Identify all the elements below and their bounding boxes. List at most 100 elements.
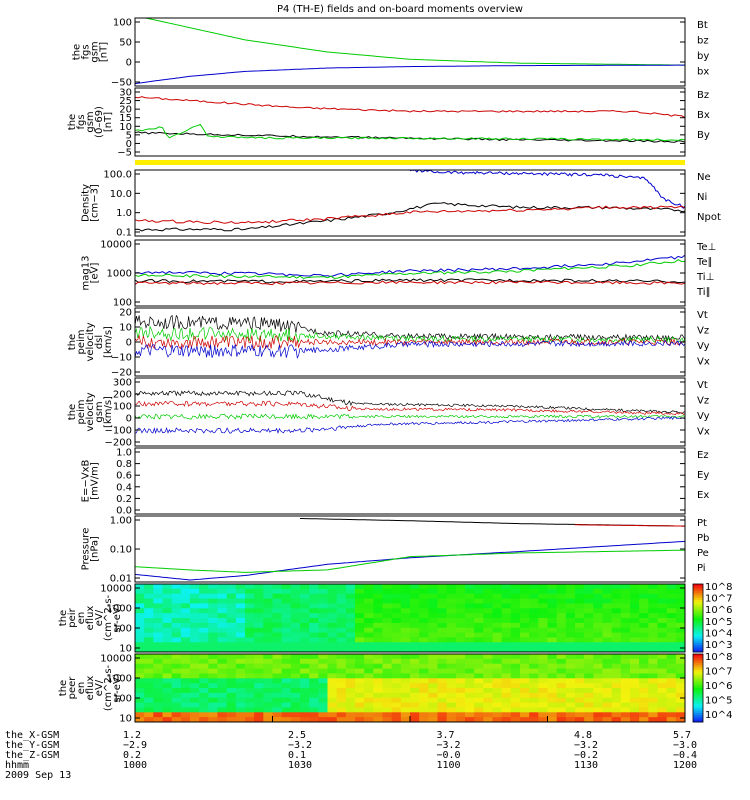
heatmap-cell	[208, 692, 218, 699]
heatmap-cell	[391, 688, 402, 694]
heatmap-cell	[584, 678, 594, 684]
heatmap-cell	[309, 707, 319, 713]
heatmap-cell	[602, 608, 613, 614]
heatmap-cell	[180, 647, 191, 653]
heatmap-cell	[446, 603, 457, 609]
heatmap-cell	[584, 598, 594, 604]
y-tick-label: 1000	[107, 269, 132, 280]
heatmap-cell	[465, 697, 475, 704]
heatmap-cell	[639, 688, 649, 694]
heatmap-cell	[410, 593, 420, 600]
heatmap-cell	[180, 697, 191, 704]
heatmap-cell	[565, 627, 576, 634]
legend-entry: Ti⊥	[696, 272, 714, 283]
heatmap-cell	[510, 637, 521, 643]
heatmap-cell	[254, 683, 264, 689]
heatmap-cell	[639, 658, 649, 665]
heatmap-cell	[281, 613, 292, 619]
heatmap-cell	[565, 598, 576, 604]
heatmap-cell	[263, 654, 273, 660]
heatmap-cell	[217, 702, 228, 708]
heatmap-cell	[290, 658, 301, 665]
heatmap-cell	[602, 707, 613, 713]
heatmap-cell	[318, 683, 328, 689]
heatmap-cell	[345, 702, 356, 708]
heatmap-cell	[336, 593, 347, 600]
heatmap-cell	[520, 584, 530, 590]
heatmap-cell	[501, 688, 512, 694]
heatmap-cell	[538, 584, 548, 590]
heatmap-cell	[345, 712, 356, 718]
heatmap-cell	[153, 673, 163, 679]
heatmap-cell	[135, 712, 145, 718]
heatmap-cell	[135, 717, 145, 723]
heatmap-cell	[565, 584, 576, 590]
heatmap-cell	[575, 658, 585, 665]
heatmap-cell	[208, 683, 218, 689]
heatmap-cell	[217, 588, 228, 595]
heatmap-cell	[217, 663, 228, 670]
heatmap-cell	[245, 622, 255, 629]
heatmap-cell	[373, 598, 383, 604]
heatmap-cell	[355, 678, 365, 684]
heatmap-cell	[575, 642, 585, 648]
heatmap-cell	[675, 717, 686, 723]
heatmap-cell	[666, 613, 677, 619]
heatmap-cell	[575, 627, 585, 634]
heatmap-cell	[538, 668, 548, 674]
heatmap-cell	[300, 717, 310, 723]
heatmap-cell	[382, 584, 393, 590]
heatmap-cell	[620, 642, 631, 648]
heatmap-cell	[529, 668, 539, 674]
heatmap-cell	[510, 697, 521, 704]
heatmap-cell	[547, 663, 558, 670]
heatmap-cell	[144, 668, 154, 674]
heatmap-cell	[309, 588, 319, 595]
heatmap-cell	[245, 613, 255, 619]
heatmap-cell	[336, 712, 347, 718]
y-tick-label: 10.0	[110, 189, 132, 200]
heatmap-cell	[556, 658, 567, 665]
heatmap-cell	[162, 654, 173, 660]
heatmap-cell	[620, 663, 631, 670]
heatmap-cell	[263, 658, 273, 665]
series-line-Ne	[134, 205, 686, 225]
heatmap-cell	[520, 642, 530, 648]
heatmap-cell	[465, 702, 475, 708]
y-tick-label: 100	[113, 402, 132, 413]
heatmap-cell	[492, 618, 503, 624]
heatmap-cell	[400, 593, 411, 600]
heatmap-cell	[263, 603, 273, 609]
heatmap-cell	[153, 688, 163, 694]
heatmap-cell	[235, 593, 246, 600]
heatmap-cell	[529, 588, 539, 595]
heatmap-cell	[318, 702, 328, 708]
heatmap-cell	[235, 654, 246, 660]
y-axis-label-line: eV/	[94, 679, 105, 696]
heatmap-cell	[666, 697, 677, 704]
heatmap-cell	[345, 683, 356, 689]
heatmap-cell	[455, 622, 466, 629]
heatmap-cell	[639, 637, 649, 643]
heatmap-cell	[171, 647, 182, 653]
heatmap-cell	[391, 603, 402, 609]
heatmap-cell	[290, 627, 301, 634]
y-axis-label-line: Pressure	[81, 528, 92, 571]
heatmap-cell	[263, 688, 273, 694]
heatmap-cell	[162, 697, 173, 704]
y-tick-label: 100.0	[103, 170, 132, 181]
heatmap-cell	[281, 588, 292, 595]
heatmap-cell	[575, 678, 585, 684]
heatmap-cell	[675, 673, 686, 679]
heatmap-cell	[300, 712, 310, 718]
heatmap-cell	[162, 692, 173, 699]
heatmap-cell	[235, 647, 246, 653]
heatmap-cell	[520, 688, 530, 694]
heatmap-cell	[584, 642, 594, 648]
heatmap-cell	[217, 707, 228, 713]
heatmap-cell	[226, 678, 237, 684]
heatmap-cell	[593, 717, 603, 723]
heatmap-cell	[391, 647, 402, 653]
heatmap-cell	[263, 608, 273, 614]
